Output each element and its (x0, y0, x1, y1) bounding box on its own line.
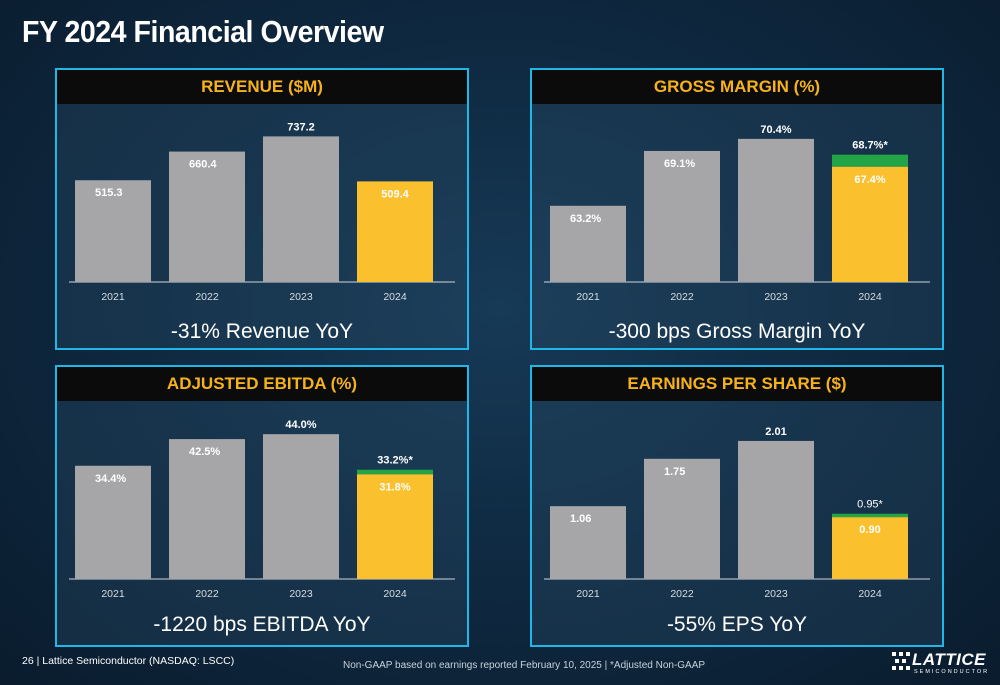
logo-subtitle: SEMICONDUCTOR (914, 669, 990, 675)
revenue-tick-2022: 2022 (195, 291, 219, 303)
eps-panel-title: EARNINGS PER SHARE ($) (532, 367, 942, 401)
ebitda-caption: -1220 bps EBITDA YoY (153, 613, 371, 636)
eps-tick-2024: 2024 (858, 588, 882, 600)
ebitda-panel: ADJUSTED EBITDA (%) 34.4% 2021 42.5% 2022 44… (55, 365, 469, 647)
gross-margin-panel: GROSS MARGIN (%) 63.2% 2021 69.1% 2022 70.4%… (530, 68, 944, 350)
gross-margin-tick-2022: 2022 (670, 291, 694, 303)
eps-tick-2021: 2021 (576, 588, 600, 600)
revenue-bar-2023 (263, 136, 339, 282)
revenue-value-label-2022: 660.4 (189, 159, 217, 171)
gross-margin-value-label-2021: 63.2% (570, 213, 601, 225)
eps-panel: EARNINGS PER SHARE ($) 1.06 2021 1.75 2022 2… (530, 365, 944, 647)
eps-chart-svg: 1.06 2021 1.75 2022 2.01 2023 0.90 0.95* 2024 (544, 426, 930, 600)
gross-margin-bar-2021 (550, 205, 626, 282)
revenue-value-label-2024: 509.4 (381, 188, 409, 200)
revenue-chart-svg: 515.3 2021 660.4 2022 737.2 2023 509.4 2024 (69, 121, 455, 303)
ebitda-tick-2023: 2023 (289, 588, 313, 600)
gross-margin-adjusted-label-2024: 68.7%* (852, 140, 888, 152)
revenue-bar-2022 (169, 151, 245, 282)
revenue-value-label-2021: 515.3 (95, 187, 123, 199)
ebitda-value-label-2023: 44.0% (285, 419, 316, 431)
eps-value-label-2022: 1.75 (664, 466, 685, 478)
revenue-panel: REVENUE ($M) 515.3 2021 660.4 2022 737.2 2023… (55, 68, 469, 350)
eps-tick-2022: 2022 (670, 588, 694, 600)
lattice-logo-mark-icon (892, 652, 910, 670)
footer-note: Non-GAAP based on earnings reported Febr… (343, 660, 706, 671)
revenue-caption: -31% Revenue YoY (170, 320, 354, 343)
ebitda-tick-2022: 2022 (195, 588, 219, 600)
logo-wordmark: LATTICE (912, 650, 987, 669)
ebitda-tick-2024: 2024 (383, 588, 407, 600)
eps-bar-2023 (738, 440, 814, 579)
gross-margin-bar-2024 (832, 166, 908, 282)
ebitda-adjusted-label-2024: 33.2%* (377, 455, 413, 467)
eps-caption: -55% EPS YoY (666, 613, 808, 636)
gross-margin-value-label-2023: 70.4% (760, 124, 791, 136)
revenue-value-label-2023: 737.2 (287, 121, 315, 133)
gross-margin-tick-2021: 2021 (576, 291, 600, 303)
ebitda-value-label-2022: 42.5% (189, 446, 220, 458)
gross-margin-panel-title: GROSS MARGIN (%) (532, 70, 942, 104)
gross-margin-caption: -300 bps Gross Margin YoY (608, 320, 866, 343)
ebitda-tick-2021: 2021 (101, 588, 125, 600)
gross-margin-bar-2023 (738, 138, 814, 282)
revenue-bar-2021 (75, 180, 151, 282)
revenue-tick-2021: 2021 (101, 291, 125, 303)
gross-margin-bar-adjusted-2024 (832, 154, 908, 167)
eps-bar-2021 (550, 506, 626, 579)
gross-margin-tick-2023: 2023 (764, 291, 788, 303)
eps-tick-2023: 2023 (764, 588, 788, 600)
revenue-chart: 515.3 2021 660.4 2022 737.2 2023 509.4 2024 (57, 104, 467, 324)
ebitda-value-label-2021: 34.4% (95, 473, 126, 485)
gross-margin-chart-svg: 63.2% 2021 69.1% 2022 70.4% 2023 67.4% 68.7%* 20… (544, 124, 930, 303)
revenue-panel-title: REVENUE ($M) (57, 70, 467, 104)
eps-bar-2024 (832, 517, 908, 579)
eps-value-label-2021: 1.06 (570, 513, 591, 525)
revenue-tick-2023: 2023 (289, 291, 313, 303)
eps-bar-adjusted-2024 (832, 513, 908, 518)
revenue-bar-2024 (357, 181, 433, 282)
eps-chart: 1.06 2021 1.75 2022 2.01 2023 0.90 0.95* 2024 (532, 401, 942, 621)
ebitda-bar-2024 (357, 474, 433, 579)
ebitda-panel-title: ADJUSTED EBITDA (%) (57, 367, 467, 401)
eps-value-label-2023: 2.01 (765, 426, 786, 438)
gross-margin-chart: 63.2% 2021 69.1% 2022 70.4% 2023 67.4% 68.7%* 20… (532, 104, 942, 324)
ebitda-bar-2021 (75, 465, 151, 579)
ebitda-value-label-2024: 31.8% (379, 481, 410, 493)
ebitda-bar-adjusted-2024 (357, 469, 433, 475)
eps-value-label-2024: 0.90 (859, 524, 880, 536)
eps-adjusted-label-2024: 0.95* (857, 499, 883, 511)
lattice-logo: LATTICE SEMICONDUCTOR (892, 650, 987, 676)
gross-margin-bar-2022 (644, 150, 720, 282)
footer-page-info: 26 | Lattice Semiconductor (NASDAQ: LSCC… (22, 655, 235, 667)
revenue-tick-2024: 2024 (383, 291, 407, 303)
ebitda-chart: 34.4% 2021 42.5% 2022 44.0% 2023 31.8% 33.2%* 20… (57, 401, 467, 621)
gross-margin-value-label-2022: 69.1% (664, 158, 695, 170)
eps-bar-2022 (644, 458, 720, 579)
gross-margin-tick-2024: 2024 (858, 291, 882, 303)
gross-margin-value-label-2024: 67.4% (854, 174, 885, 186)
page-title: FY 2024 Financial Overview (22, 14, 384, 49)
ebitda-bar-2023 (263, 434, 339, 579)
ebitda-bar-2022 (169, 439, 245, 579)
ebitda-chart-svg: 34.4% 2021 42.5% 2022 44.0% 2023 31.8% 33.2%* 20… (69, 419, 455, 600)
